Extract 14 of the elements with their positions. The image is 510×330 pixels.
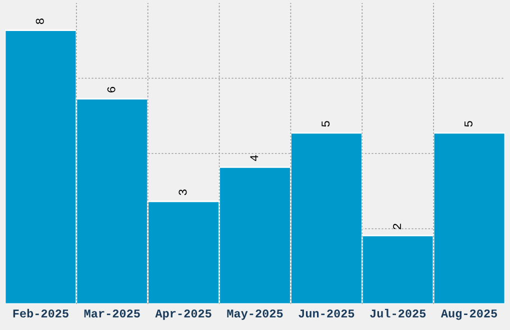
x-tick-label: May-2025 xyxy=(227,310,283,320)
x-tick-label: Aug-2025 xyxy=(440,309,498,320)
x-tick-label: Jun-2025 xyxy=(298,310,354,318)
x-tick-label: Feb-2025 xyxy=(13,308,68,318)
x-tick-label: Jul-2025 xyxy=(370,308,426,318)
data-label: 2 xyxy=(393,224,401,230)
data-label: 5 xyxy=(322,121,330,127)
x-tick-label: Apr-2025 xyxy=(155,310,212,320)
x-tick-label: Mar-2025 xyxy=(84,310,140,318)
data-label: 8 xyxy=(36,18,44,24)
data-label: 4 xyxy=(250,155,258,162)
data-label: 3 xyxy=(178,189,187,196)
data-label: 6 xyxy=(107,86,116,92)
data-label: 5 xyxy=(464,121,472,127)
